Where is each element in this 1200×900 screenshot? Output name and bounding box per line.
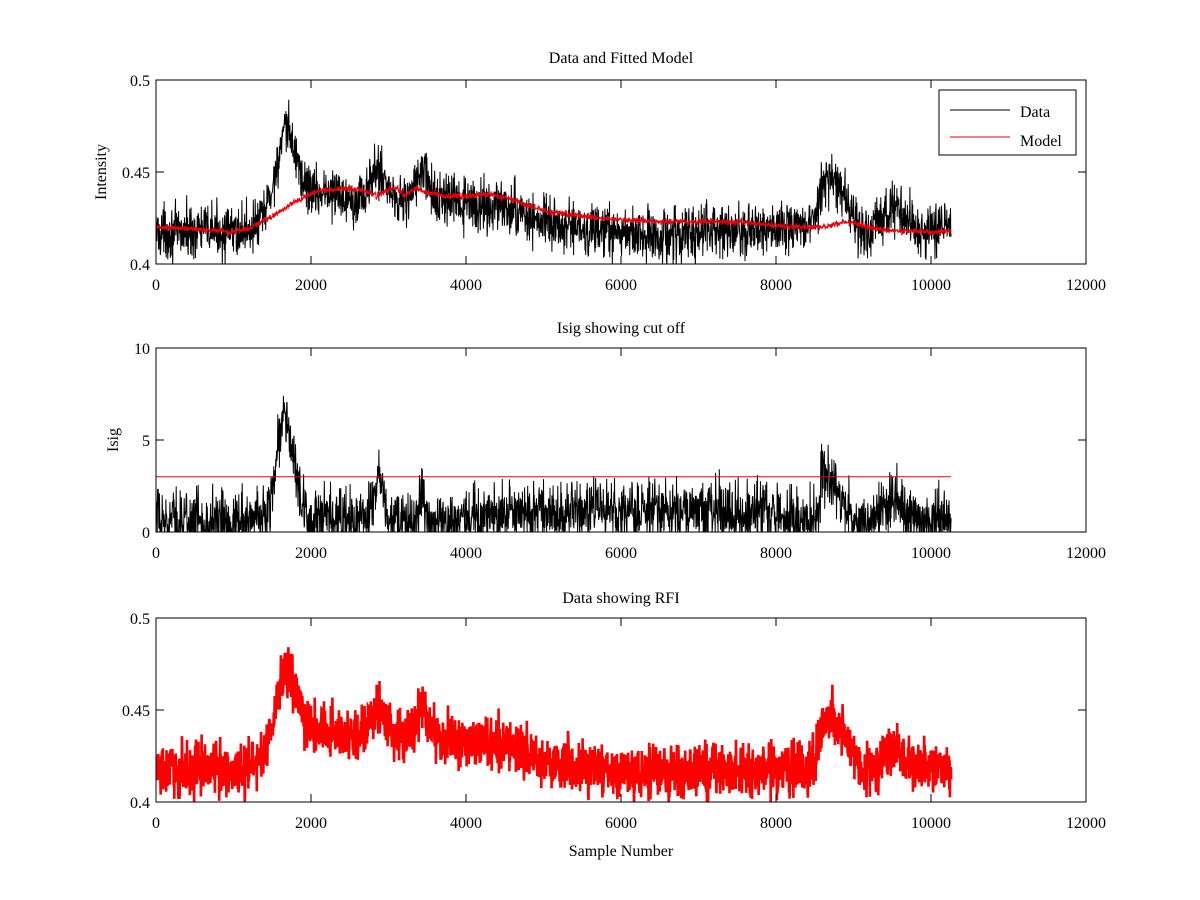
x-tick-label: 2000 [295,815,327,832]
y-tick-label: 0.5 [130,73,150,90]
x-tick-label: 0 [152,277,160,294]
x-tick-label: 12000 [1066,277,1106,294]
x-tick-label: 12000 [1066,815,1106,832]
y-tick-label: 0 [142,525,150,542]
x-tick-label: 6000 [605,815,637,832]
x-tick-label: 10000 [911,545,951,562]
x-tick-label: 4000 [450,277,482,294]
y-tick-label: 0.4 [130,257,150,274]
subplot-2: Isig showing cut off Isig 0 2000 4000 6000 8… [105,320,1106,562]
legend-box [938,89,1077,156]
subplot-3-xlabel: Sample Number [569,843,674,860]
legend-label-model: Model [1020,133,1062,150]
subplot-3-plot-area: 0 2000 4000 6000 8000 10000 12000 0.4 0.45 0.5 [122,611,1106,832]
y-tick-label: 10 [134,341,150,358]
x-tick-label: 0 [152,545,160,562]
subplot-1-plot-area: 0 2000 4000 6000 8000 10000 12000 0.4 0.45 0.5 [122,73,1106,294]
y-tick-label: 5 [142,433,150,450]
x-tick-label: 10000 [911,277,951,294]
x-tick-label: 4000 [450,545,482,562]
x-tick-label: 0 [152,815,160,832]
subplot-3: Data showing RFI Sample Number 0 2000 4000… [122,590,1106,860]
series-line-data [156,99,952,264]
x-tick-label: 8000 [760,277,792,294]
x-tick-label: 4000 [450,815,482,832]
subplot-2-plot-area: 0 2000 4000 6000 8000 10000 12000 0 5 10 [134,341,1106,562]
x-tick-label: 8000 [760,815,792,832]
y-tick-label: 0.45 [122,703,150,720]
y-tick-label: 0.4 [130,795,150,812]
x-tick-label: 10000 [911,815,951,832]
x-tick-label: 6000 [605,545,637,562]
x-tick-label: 8000 [760,545,792,562]
subplot-1: Data and Fitted Model Intensity 0 2000 400… [93,50,1106,294]
series-line-3-1 [156,647,953,802]
x-tick-label: 12000 [1066,545,1106,562]
subplot-1-legend: Data Model [938,89,1077,156]
x-tick-label: 6000 [605,277,637,294]
series-line-2-1 [156,395,952,532]
subplot-2-title: Isig showing cut off [557,320,686,337]
subplot-2-ylabel: Isig [105,428,122,452]
subplot-1-title: Data and Fitted Model [549,50,694,67]
y-tick-label: 0.5 [130,611,150,628]
y-tick-label: 0.45 [122,165,150,182]
legend-label-data: Data [1020,104,1050,121]
subplot-3-title: Data showing RFI [562,590,679,607]
series-line-model [156,184,952,237]
x-tick-label: 2000 [295,545,327,562]
subplot-1-ylabel: Intensity [93,144,110,200]
x-tick-label: 2000 [295,277,327,294]
